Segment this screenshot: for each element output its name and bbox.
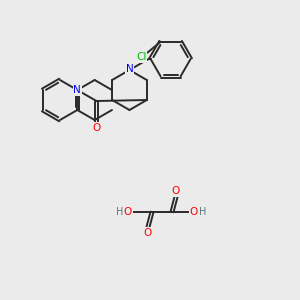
Text: O: O bbox=[144, 228, 152, 238]
Text: O: O bbox=[92, 123, 101, 133]
Text: N: N bbox=[74, 85, 81, 95]
Text: Cl: Cl bbox=[136, 52, 147, 62]
Text: H: H bbox=[116, 207, 124, 217]
Text: O: O bbox=[172, 186, 180, 196]
Text: H: H bbox=[199, 207, 207, 217]
Text: N: N bbox=[126, 64, 133, 74]
Text: O: O bbox=[124, 207, 132, 217]
Text: O: O bbox=[190, 207, 198, 217]
